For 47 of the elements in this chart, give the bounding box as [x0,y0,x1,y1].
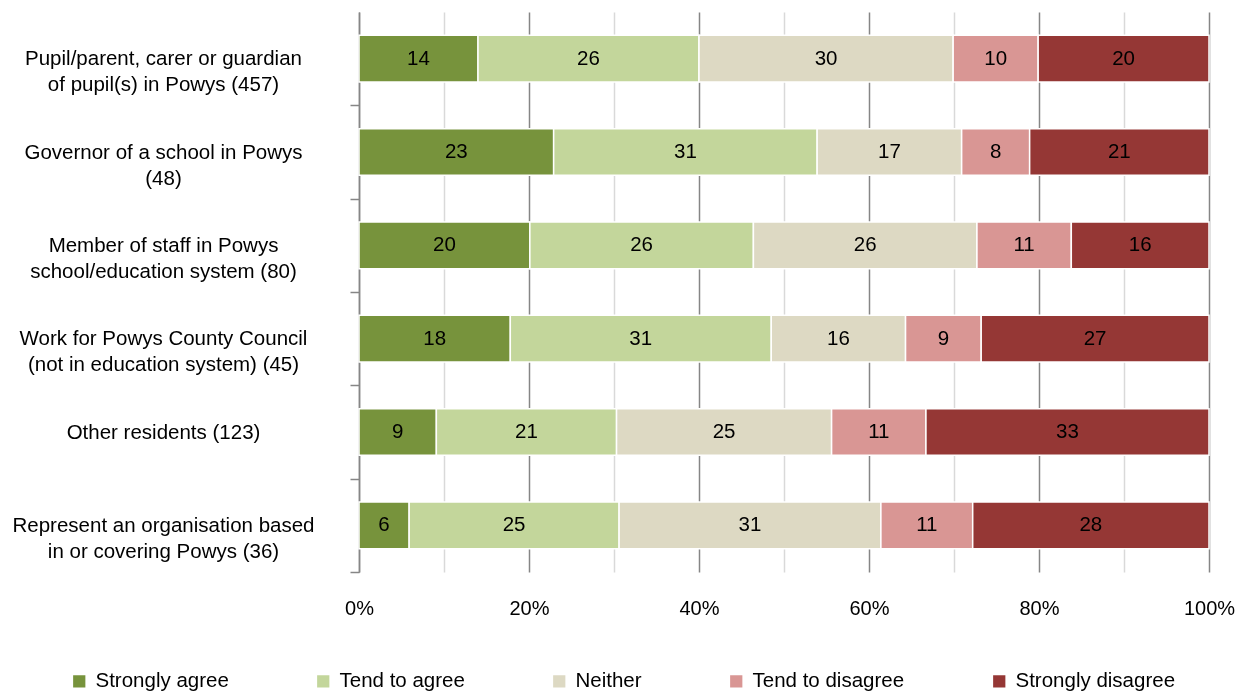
x-tick-label: 100% [1183,596,1236,619]
data-label: 23 [444,139,468,162]
data-label: 21 [1107,139,1131,162]
data-label: 33 [1056,419,1079,442]
x-tick-label: 20% [509,596,550,619]
data-label: 17 [877,139,901,162]
data-label: 27 [1083,325,1107,349]
y-tick-label: Pupil/parent, carer or guardian of pupil(s) in Powys (457) [25,46,302,96]
data-label: 26 [853,232,877,256]
y-tick-label: Member of staff in Powys school/education system (80) [30,232,297,282]
data-label: 16 [826,325,850,349]
x-tick-label: 80% [1019,596,1060,619]
legend-label: Strongly disagree [1015,668,1176,692]
y-tick-label: Other residents (123) [66,419,261,443]
data-label: 25 [502,512,526,536]
data-label: 11 [868,419,890,442]
data-label: 31 [629,325,653,349]
data-label: 11 [1013,232,1035,256]
legend-label: Tend to agree [339,668,465,692]
data-label: 9 [391,419,404,442]
data-label: 21 [515,419,538,442]
data-label: 31 [738,512,762,536]
data-label: 18 [423,325,447,349]
legend-label: Neither [575,668,642,692]
data-label: 30 [814,45,838,69]
y-tick-label: Work for Powys County Council (not in education system) (45) [19,326,308,376]
data-label: 16 [1128,232,1152,256]
x-tick-label: 40% [679,596,720,619]
data-label: 26 [577,45,600,69]
y-tick-label: Represent an organisation based in or covering Powys (36) [12,512,315,562]
data-label: 28 [1079,512,1103,536]
data-label: 31 [673,139,697,162]
data-label: 20 [433,232,456,256]
data-label: 11 [916,512,938,536]
data-label: 14 [407,45,430,69]
data-label: 8 [989,139,1002,162]
data-label: 6 [378,512,390,536]
x-tick-label: 60% [849,596,890,619]
data-label: 9 [937,325,950,349]
data-label: 10 [984,45,1008,69]
data-label: 20 [1112,45,1135,69]
legend-label: Tend to disagree [752,668,905,692]
data-label: 25 [712,419,736,442]
y-tick-label: Governor of a school in Powys (48) [24,139,303,189]
legend-label: Strongly agree [95,668,229,692]
data-label: 26 [630,232,654,256]
x-tick-label: 0% [345,596,375,619]
